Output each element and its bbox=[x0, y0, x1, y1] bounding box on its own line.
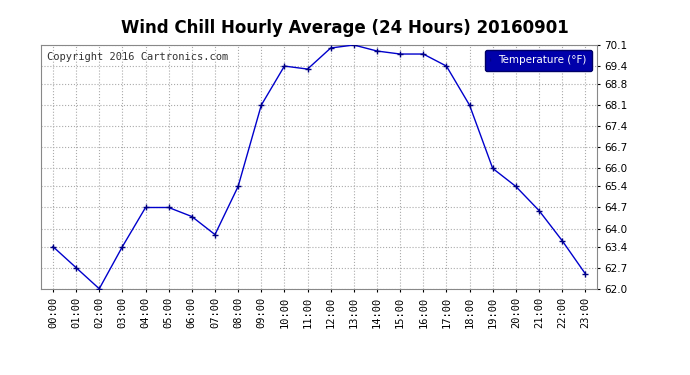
Text: Wind Chill Hourly Average (24 Hours) 20160901: Wind Chill Hourly Average (24 Hours) 201… bbox=[121, 19, 569, 37]
Legend: Temperature (°F): Temperature (°F) bbox=[484, 50, 591, 70]
Text: Copyright 2016 Cartronics.com: Copyright 2016 Cartronics.com bbox=[47, 53, 228, 62]
